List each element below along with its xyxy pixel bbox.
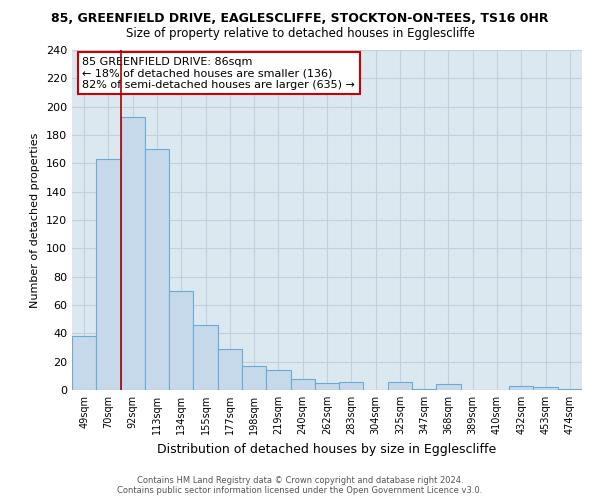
Bar [509,386,533,390]
Bar [121,116,145,390]
X-axis label: Distribution of detached houses by size in Egglescliffe: Distribution of detached houses by size … [157,442,497,456]
Bar [72,336,96,390]
Bar [339,382,364,390]
Bar [388,382,412,390]
Bar [242,366,266,390]
Bar [290,378,315,390]
Bar [218,349,242,390]
Bar [169,291,193,390]
Y-axis label: Number of detached properties: Number of detached properties [31,132,40,308]
Bar [145,149,169,390]
Text: Size of property relative to detached houses in Egglescliffe: Size of property relative to detached ho… [125,28,475,40]
Bar [533,387,558,390]
Bar [266,370,290,390]
Text: 85 GREENFIELD DRIVE: 86sqm
← 18% of detached houses are smaller (136)
82% of sem: 85 GREENFIELD DRIVE: 86sqm ← 18% of deta… [82,57,355,90]
Bar [193,325,218,390]
Bar [96,159,121,390]
Bar [412,388,436,390]
Text: Contains HM Land Registry data © Crown copyright and database right 2024.
Contai: Contains HM Land Registry data © Crown c… [118,476,482,495]
Bar [436,384,461,390]
Bar [558,388,582,390]
Text: 85, GREENFIELD DRIVE, EAGLESCLIFFE, STOCKTON-ON-TEES, TS16 0HR: 85, GREENFIELD DRIVE, EAGLESCLIFFE, STOC… [51,12,549,26]
Bar [315,383,339,390]
